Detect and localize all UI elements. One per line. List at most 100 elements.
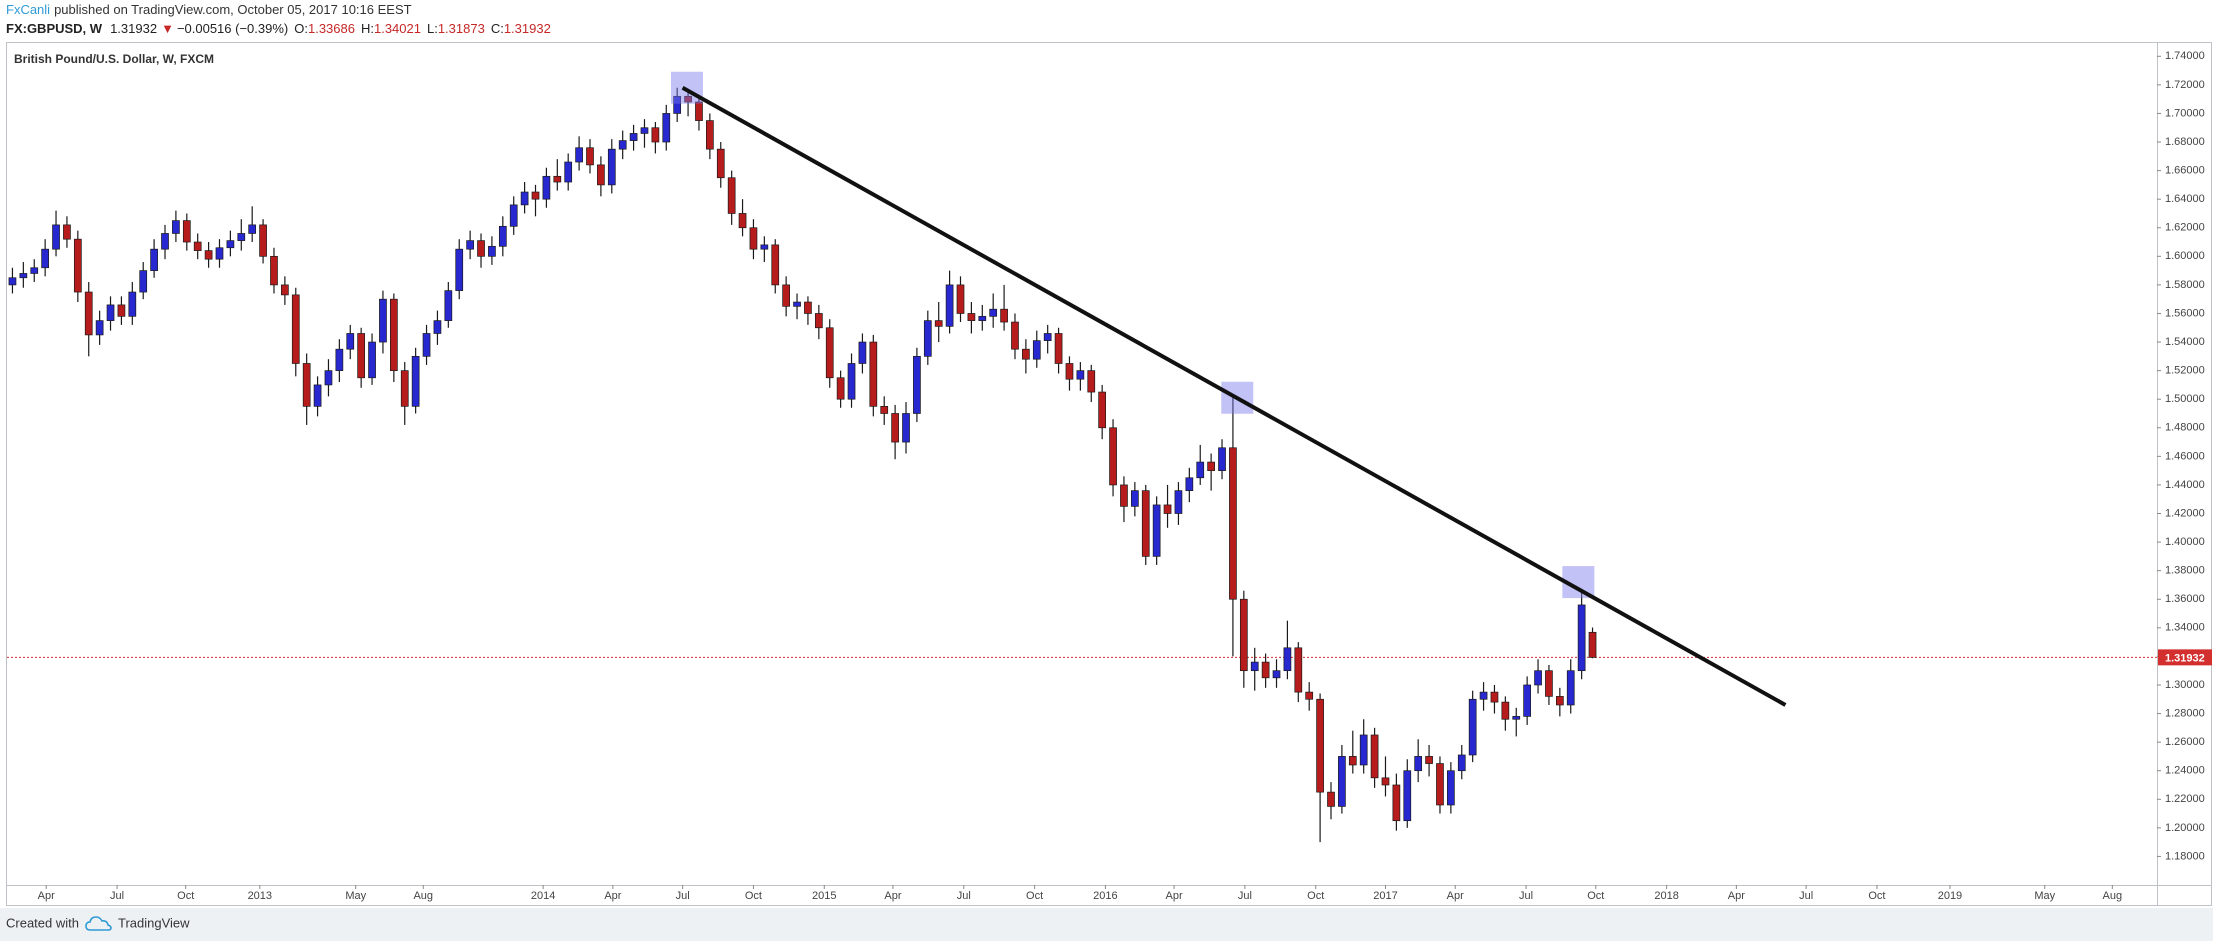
candle-body (586, 147, 594, 166)
candle-body (1131, 490, 1139, 507)
open-label: O: (294, 21, 308, 36)
candle-body (335, 348, 344, 371)
candle-body (389, 298, 398, 371)
candle-body (913, 355, 921, 414)
change: −0.00516 (−0.39%) (177, 21, 288, 36)
candle-body (1545, 670, 1553, 697)
author[interactable]: FxCanli (6, 2, 50, 17)
y-tick-label: 1.64000 (2165, 193, 2205, 205)
candle-body (1370, 734, 1379, 779)
candle-body (313, 384, 322, 407)
last-price-label: 1.31932 (2165, 652, 2205, 664)
candle-body (1229, 447, 1237, 600)
candle-body (1479, 691, 1488, 700)
x-tick-label: Apr (38, 890, 55, 902)
logo-cloud (85, 916, 112, 931)
candle-body (1196, 461, 1205, 479)
candle-body (248, 224, 257, 234)
candle-body (466, 240, 474, 250)
candle-body (84, 291, 93, 336)
y-tick-label: 1.66000 (2165, 164, 2205, 176)
candle-body (782, 284, 790, 307)
footer-brand[interactable]: TradingView (118, 915, 190, 930)
candle-body (651, 127, 660, 143)
y-tick-label: 1.44000 (2165, 479, 2205, 491)
candle-body (1163, 504, 1172, 514)
candle-body (793, 301, 801, 307)
candle-body (880, 405, 889, 414)
candle-body (618, 140, 627, 150)
last-price-tag (2158, 649, 2212, 666)
candle-body (1000, 308, 1008, 323)
candle-body (41, 248, 49, 269)
candle-body (161, 233, 169, 250)
close-label: C: (491, 21, 504, 36)
candle-body (411, 355, 420, 407)
x-tick-label: 2013 (248, 890, 272, 902)
candle-body (1348, 756, 1357, 766)
candle-body (19, 273, 28, 279)
candle-body (564, 161, 573, 183)
candle-body (597, 164, 605, 186)
candle-body (379, 298, 387, 343)
candle-body (1239, 598, 1248, 672)
candle-body (891, 413, 899, 443)
candle-body (1218, 447, 1226, 471)
candle-body (139, 270, 148, 293)
y-tick-label: 1.74000 (2165, 50, 2205, 62)
y-tick-label: 1.40000 (2165, 536, 2205, 548)
candle-body (1294, 647, 1303, 693)
candle-body (945, 284, 954, 327)
x-tick-label: 2015 (812, 890, 836, 902)
candle-body (281, 284, 289, 296)
candle-body (357, 333, 366, 379)
candle-body (1512, 716, 1521, 720)
candle-body (1272, 670, 1281, 679)
candle-body (1436, 763, 1444, 806)
candle-body (193, 241, 202, 251)
candle-body (1174, 490, 1183, 514)
candle-body (825, 327, 834, 379)
candle-body (967, 313, 976, 321)
candle-body (1120, 484, 1128, 507)
candle-body (1054, 333, 1063, 364)
y-tick-label: 1.68000 (2165, 136, 2205, 148)
y-tick-label: 1.26000 (2165, 736, 2205, 748)
y-tick-label: 1.72000 (2165, 79, 2205, 91)
candle-body (63, 224, 71, 240)
candle-body (1577, 604, 1586, 672)
candle-body (444, 290, 453, 321)
high-label: H: (361, 21, 374, 36)
candle-body (858, 341, 867, 364)
candle-body (73, 238, 82, 293)
candle-body (575, 147, 583, 163)
candle-body (1065, 363, 1074, 380)
last-price: 1.31932 (110, 21, 157, 36)
candle-body (1032, 340, 1041, 360)
candle-body (1447, 770, 1455, 806)
x-tick-label: Oct (1587, 890, 1604, 902)
candle-body (814, 313, 823, 329)
tradingview-logo[interactable]: TradingView (85, 915, 190, 931)
candle-body (1185, 477, 1194, 491)
y-tick-label: 1.24000 (2165, 765, 2205, 777)
candle-body (498, 225, 507, 247)
candle-body (629, 133, 638, 141)
candle-body (1250, 661, 1259, 672)
x-tick-label: 2018 (1654, 890, 1678, 902)
candle-body (172, 220, 180, 234)
y-tick-label: 1.36000 (2165, 593, 2205, 605)
chart-panel (6, 42, 2212, 906)
x-tick-label: Jul (1799, 890, 1813, 902)
x-tick-label: Apr (604, 890, 621, 902)
candle-body (1141, 490, 1150, 557)
candle-body (1338, 756, 1346, 807)
x-tick-label: Oct (745, 890, 762, 902)
trendline (681, 85, 1787, 707)
candle-body (400, 370, 409, 407)
candle-body (237, 233, 246, 241)
candle-body (1501, 701, 1510, 720)
x-tick-label: Jul (110, 890, 124, 902)
